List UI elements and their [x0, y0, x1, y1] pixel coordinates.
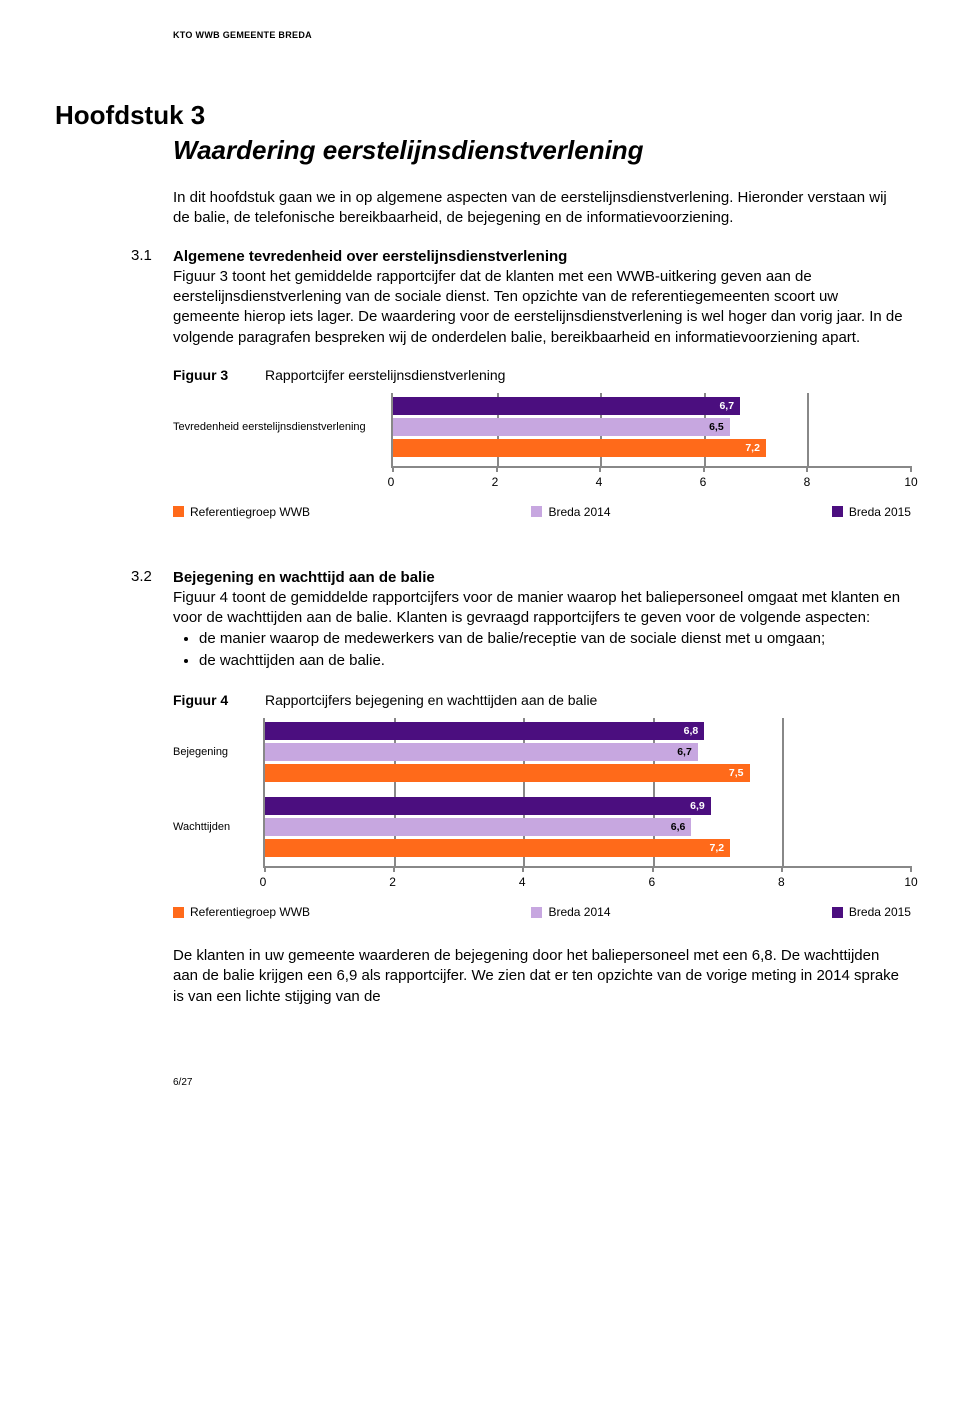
section-31-body: Figuur 3 toont het gemiddelde rapportcij… [173, 268, 903, 346]
legend-label: Breda 2014 [548, 904, 610, 920]
section-32-heading: Bejegening en wachttijd aan de balie [173, 569, 435, 586]
chart-y-label: Bejegening [173, 745, 257, 760]
chart-x-tick: 4 [519, 874, 526, 890]
chart-x-tick: 8 [778, 874, 785, 890]
intro-paragraph: In dit hoofdstuk gaan we in op algemene … [173, 188, 905, 229]
section-32-bullets: de manier waarop de medewerkers van de b… [199, 629, 905, 672]
chart-bar: 6,7 [265, 743, 698, 761]
chart-bar: 6,6 [265, 818, 691, 836]
chart-x-tick: 6 [700, 474, 707, 490]
figure3-title: Rapportcijfer eerstelijnsdienstverlening [265, 366, 905, 385]
legend-item: Referentiegroep WWB [173, 504, 310, 520]
legend-swatch [832, 907, 843, 918]
legend-swatch [832, 506, 843, 517]
section-31-num: 3.1 [131, 247, 173, 348]
chart-x-tick: 0 [388, 474, 395, 490]
chart-y-label: Tevredenheid eerstelijnsdienstverlening [173, 420, 385, 435]
figure3-label: Figuur 3 [173, 366, 265, 385]
chapter-title: Waardering eerstelijnsdienstverlening [173, 135, 905, 166]
chart-bar: 7,2 [393, 439, 766, 457]
chart-x-tick: 10 [904, 474, 917, 490]
figure4-chart: Bejegening Wachttijden 6,8 6,7 7,5 6,9 6,6 7,2 0… [173, 718, 905, 920]
page-number: 6/27 [173, 1077, 905, 1088]
legend-label: Referentiegroep WWB [190, 504, 310, 520]
legend-label: Breda 2015 [849, 504, 911, 520]
chart-bar: 7,5 [265, 764, 750, 782]
legend-swatch [173, 506, 184, 517]
chart-x-tick: 8 [804, 474, 811, 490]
doc-header: KTO WWB GEMEENTE BREDA [173, 30, 905, 40]
chart-x-tick: 4 [596, 474, 603, 490]
closing-paragraph: De klanten in uw gemeente waarderen de b… [173, 946, 905, 1007]
legend-swatch [531, 506, 542, 517]
chart-x-tick: 10 [904, 874, 917, 890]
chart-x-tick: 2 [492, 474, 499, 490]
legend-item: Breda 2014 [531, 904, 610, 920]
figure4-label: Figuur 4 [173, 691, 265, 710]
section-32-body: Figuur 4 toont de gemiddelde rapportcijf… [173, 589, 900, 626]
legend-item: Referentiegroep WWB [173, 904, 310, 920]
section-32-num: 3.2 [131, 568, 173, 673]
legend-label: Referentiegroep WWB [190, 904, 310, 920]
legend-item: Breda 2015 [832, 904, 911, 920]
list-item: de wachttijden aan de balie. [199, 651, 905, 671]
chart-bar: 6,8 [265, 722, 704, 740]
chart-bar: 6,5 [393, 418, 730, 436]
chart-x-tick: 0 [260, 874, 267, 890]
legend-item: Breda 2015 [832, 504, 911, 520]
legend-label: Breda 2014 [548, 504, 610, 520]
chart-x-tick: 2 [389, 874, 396, 890]
figure4-title: Rapportcijfers bejegening en wachttijden… [265, 691, 905, 710]
chart-x-tick: 6 [648, 874, 655, 890]
legend-label: Breda 2015 [849, 904, 911, 920]
figure3-chart: Tevredenheid eerstelijnsdienstverlening 6… [173, 393, 905, 520]
legend-item: Breda 2014 [531, 504, 610, 520]
chart-y-label: Wachttijden [173, 820, 257, 835]
chart-bar: 6,7 [393, 397, 740, 415]
chart-bar: 6,9 [265, 797, 711, 815]
list-item: de manier waarop de medewerkers van de b… [199, 629, 905, 649]
legend-swatch [173, 907, 184, 918]
chapter-number: Hoofdstuk 3 [55, 100, 905, 131]
legend-swatch [531, 907, 542, 918]
section-31-heading: Algemene tevredenheid over eerstelijnsdi… [173, 248, 567, 265]
chart-bar: 7,2 [265, 839, 730, 857]
